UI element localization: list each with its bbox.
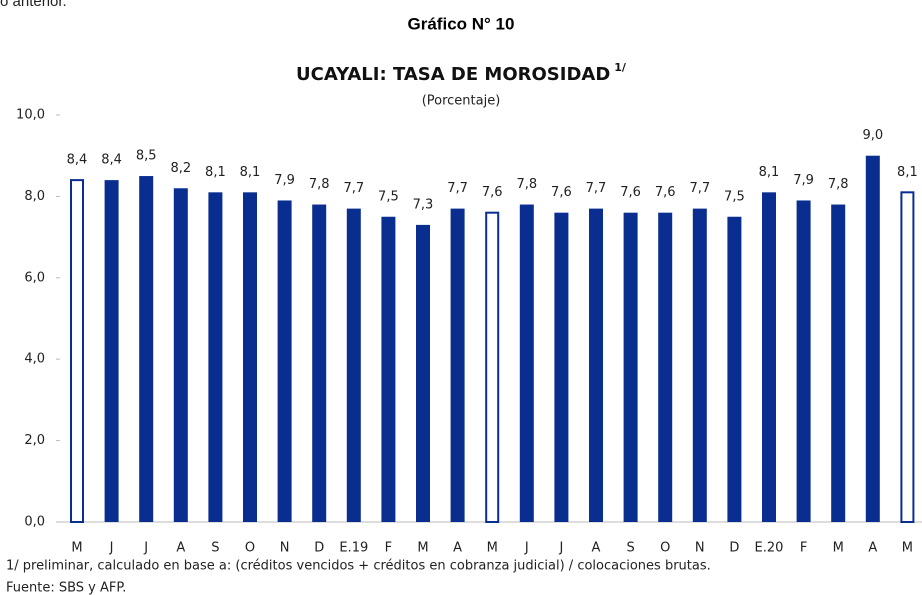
value-label: 7,6 xyxy=(620,185,641,200)
x-tick-label: M xyxy=(833,541,844,556)
value-label: 7,5 xyxy=(724,189,745,204)
x-tick-label: A xyxy=(176,541,185,556)
x-tick-label: E.19 xyxy=(339,541,368,556)
x-tick-label: F xyxy=(800,541,807,556)
x-tick-label: E.20 xyxy=(755,541,784,556)
x-tick-label: N xyxy=(280,541,290,556)
value-label: 7,6 xyxy=(551,185,572,200)
chart-subtitle: (Porcentaje) xyxy=(422,94,501,109)
bar xyxy=(70,179,84,523)
x-tick-label: O xyxy=(660,541,670,556)
value-label: 7,7 xyxy=(343,181,364,196)
bar xyxy=(692,208,707,523)
x-tick-label: F xyxy=(385,541,392,556)
x-tick-label: S xyxy=(626,541,634,556)
x-tick-label: J xyxy=(524,541,529,556)
x-tick-label: A xyxy=(453,541,462,556)
bar xyxy=(796,200,811,522)
value-label: 7,7 xyxy=(586,181,607,196)
value-label: 7,9 xyxy=(274,173,295,188)
bar xyxy=(139,176,154,523)
y-tick-label: 0,0 xyxy=(24,515,45,530)
bar xyxy=(243,192,257,522)
x-tick-label: J xyxy=(109,541,114,556)
x-tick-label: M xyxy=(417,541,428,556)
x-tick-label: A xyxy=(592,541,601,556)
bar xyxy=(208,192,223,522)
y-tick-label: 4,0 xyxy=(24,352,45,367)
bar xyxy=(104,180,119,522)
value-label: 8,1 xyxy=(240,165,261,180)
value-label: 7,6 xyxy=(482,185,503,200)
x-tick-label: D xyxy=(314,541,324,556)
value-label: 8,1 xyxy=(759,165,780,180)
bar xyxy=(762,192,776,522)
value-label: 9,0 xyxy=(862,128,883,143)
value-label: 7,7 xyxy=(447,181,468,196)
value-label: 8,5 xyxy=(136,149,157,164)
value-label: 8,2 xyxy=(170,161,191,176)
text-fragment: o anterior. xyxy=(0,0,67,10)
value-label: 8,4 xyxy=(101,153,122,168)
bar xyxy=(485,211,500,523)
y-tick-label: 6,0 xyxy=(24,270,45,285)
title-note: 1/ xyxy=(614,61,627,74)
bar xyxy=(312,204,327,523)
bar xyxy=(865,155,880,522)
y-tick-label: 8,0 xyxy=(24,189,45,204)
x-tick-label: M xyxy=(487,541,498,556)
value-label: 8,1 xyxy=(897,165,918,180)
footnote: 1/ preliminar, calculado en base a: (cré… xyxy=(6,559,711,574)
value-label: 7,7 xyxy=(689,181,710,196)
x-tick-label: J xyxy=(558,541,563,556)
bar xyxy=(277,200,292,522)
title-text: UCAYALI: TASA DE MOROSIDAD xyxy=(296,64,610,85)
x-tick-label: M xyxy=(71,541,82,556)
source: Fuente: SBS y AFP. xyxy=(6,581,126,595)
x-tick-label: S xyxy=(211,541,219,556)
x-tick-label: J xyxy=(143,541,148,556)
bar xyxy=(589,208,603,523)
x-tick-label: O xyxy=(245,541,255,556)
bar xyxy=(416,224,430,522)
bar xyxy=(554,212,569,522)
value-label: 7,9 xyxy=(793,173,814,188)
bar xyxy=(658,212,673,522)
x-tick-label: A xyxy=(868,541,877,556)
x-tick-label: D xyxy=(729,541,739,556)
y-tick-label: 10,0 xyxy=(16,108,45,123)
value-label: 7,6 xyxy=(655,185,676,200)
y-tick-label: 2,0 xyxy=(24,433,45,448)
x-tick-label: M xyxy=(902,541,913,556)
value-label: 7,8 xyxy=(516,177,537,192)
bar xyxy=(381,216,396,522)
value-label: 8,1 xyxy=(205,165,226,180)
value-label: 7,8 xyxy=(309,177,330,192)
bar xyxy=(727,216,742,522)
value-label: 7,5 xyxy=(378,189,399,204)
bar xyxy=(623,212,638,522)
bar xyxy=(519,204,534,523)
bar xyxy=(900,191,915,524)
bar xyxy=(450,208,465,523)
value-label: 8,4 xyxy=(67,153,88,168)
value-label: 7,8 xyxy=(828,177,849,192)
bar xyxy=(831,204,846,523)
bar xyxy=(346,208,361,523)
x-tick-label: N xyxy=(695,541,705,556)
chart-title: UCAYALI: TASA DE MOROSIDAD 1/ xyxy=(296,61,627,85)
bar xyxy=(173,188,188,522)
value-label: 7,3 xyxy=(413,197,434,212)
figure-label: Gráfico N° 10 xyxy=(408,14,515,33)
